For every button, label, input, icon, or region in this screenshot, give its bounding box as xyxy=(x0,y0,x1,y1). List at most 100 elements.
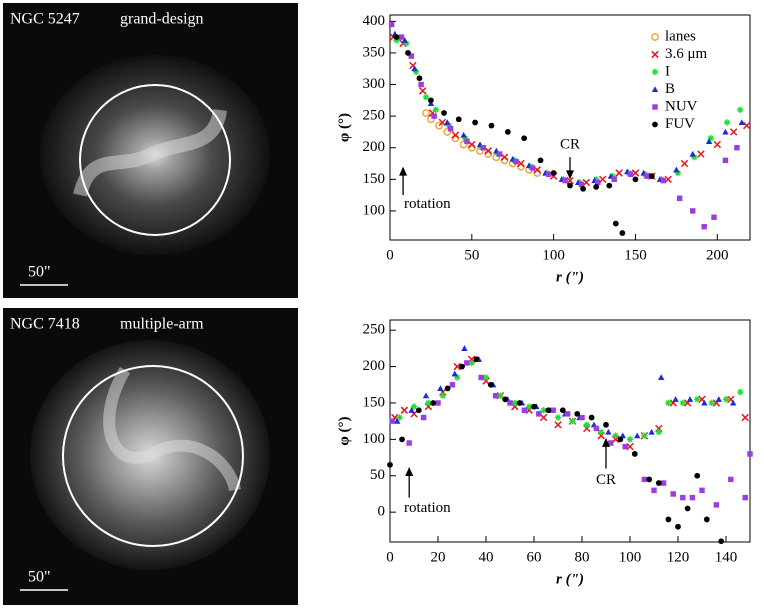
point xyxy=(416,75,423,82)
x-tick-label: 100 xyxy=(619,549,642,565)
galaxy-type: multiple-arm xyxy=(120,316,204,333)
x-tick-label: 60 xyxy=(527,549,542,565)
point xyxy=(578,181,585,188)
galaxy-type: grand-design xyxy=(120,11,204,28)
annotation: rotation xyxy=(404,500,451,516)
point xyxy=(592,176,600,183)
point xyxy=(603,421,609,428)
point xyxy=(631,451,638,457)
point xyxy=(722,128,729,135)
point xyxy=(554,414,562,421)
point xyxy=(598,175,607,184)
point xyxy=(648,428,655,435)
legend-label: B xyxy=(665,81,675,97)
point xyxy=(694,396,701,403)
legend-marker xyxy=(652,121,658,128)
point xyxy=(435,400,441,406)
point xyxy=(679,399,686,407)
point xyxy=(722,396,730,403)
y-axis-label: φ (°) xyxy=(336,113,352,142)
point xyxy=(713,502,720,508)
point xyxy=(536,411,542,417)
point xyxy=(428,97,434,104)
x-axis-label: r (") xyxy=(556,571,584,587)
point xyxy=(617,436,624,443)
point xyxy=(545,407,552,414)
x-tick-label: 140 xyxy=(715,549,738,565)
galaxy-panel: NGC 5247 grand-design 50" xyxy=(3,3,298,298)
point xyxy=(655,480,662,486)
point xyxy=(729,128,738,136)
y-tick-label: 200 xyxy=(363,139,386,155)
point xyxy=(664,175,672,184)
point xyxy=(427,115,435,124)
point xyxy=(646,476,653,483)
point xyxy=(673,166,680,173)
annotation: CR xyxy=(596,472,616,488)
point xyxy=(462,135,469,142)
plot-frame xyxy=(389,319,751,543)
x-tick-label: 0 xyxy=(386,549,394,565)
point xyxy=(742,121,751,130)
point xyxy=(540,407,547,414)
point xyxy=(412,68,420,76)
y-tick-label: 150 xyxy=(363,394,386,410)
point xyxy=(431,113,437,119)
point xyxy=(443,128,452,136)
point xyxy=(690,208,696,214)
point xyxy=(513,158,519,165)
arrow-head xyxy=(602,437,610,447)
plot-frame xyxy=(389,14,751,241)
point xyxy=(651,487,657,494)
y-tick-label: 150 xyxy=(363,171,386,187)
point xyxy=(550,407,556,413)
point xyxy=(500,153,509,161)
point xyxy=(550,170,557,176)
point xyxy=(598,428,605,436)
point xyxy=(389,418,396,424)
point xyxy=(388,21,395,28)
point xyxy=(459,140,468,149)
point xyxy=(444,119,451,126)
point xyxy=(435,121,443,130)
point xyxy=(723,119,731,126)
point xyxy=(689,494,696,501)
point xyxy=(546,171,552,177)
point xyxy=(464,360,470,366)
point xyxy=(537,157,544,164)
point xyxy=(496,151,503,157)
point xyxy=(468,140,476,149)
point xyxy=(734,145,740,151)
legend-marker xyxy=(651,50,659,59)
point xyxy=(453,362,461,371)
point xyxy=(608,440,614,446)
point xyxy=(722,157,729,164)
x-tick-label: 50 xyxy=(464,247,479,263)
point xyxy=(533,166,542,174)
y-tick-label: 250 xyxy=(363,108,386,124)
point xyxy=(464,138,470,145)
point xyxy=(504,129,511,135)
point xyxy=(634,432,641,439)
point xyxy=(487,381,494,388)
y-tick-label: 100 xyxy=(363,431,386,447)
point xyxy=(387,461,393,468)
point xyxy=(611,176,617,183)
y-axis-label: φ (°) xyxy=(336,416,352,445)
point xyxy=(411,65,418,72)
point xyxy=(516,400,523,406)
point xyxy=(461,345,468,351)
point xyxy=(708,399,715,407)
y-tick-label: 50 xyxy=(370,467,385,483)
point xyxy=(562,177,568,184)
point xyxy=(400,406,409,414)
point xyxy=(472,119,478,126)
point xyxy=(569,417,576,425)
x-tick-label: 120 xyxy=(667,549,690,565)
point xyxy=(502,396,509,403)
y-tick-label: 100 xyxy=(363,202,386,218)
point xyxy=(747,451,753,457)
point xyxy=(451,370,458,377)
legend-marker xyxy=(651,68,659,76)
